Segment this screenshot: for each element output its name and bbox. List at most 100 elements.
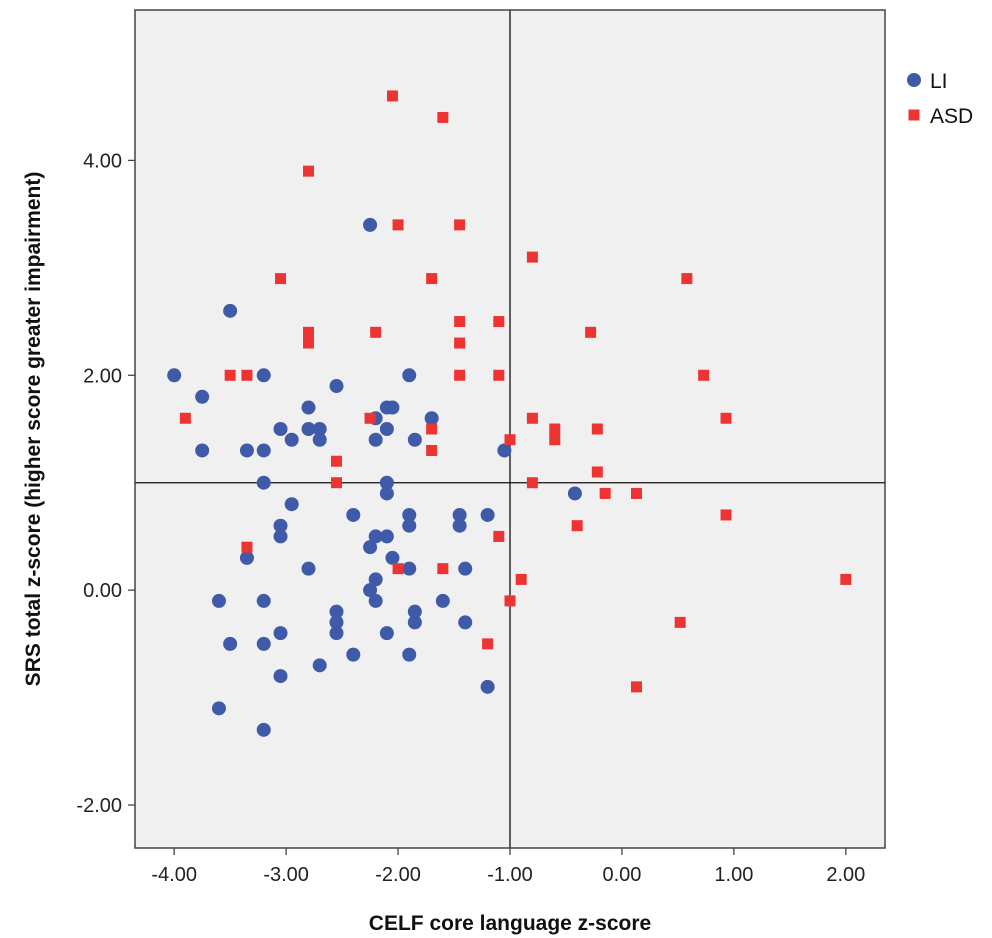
li-point xyxy=(480,507,495,522)
li-point xyxy=(195,443,210,458)
li-point xyxy=(167,368,182,383)
li-point xyxy=(223,303,238,318)
li-point xyxy=(273,518,288,533)
asd-point xyxy=(681,273,693,285)
li-point xyxy=(256,636,271,651)
li-point xyxy=(363,583,378,598)
li-point xyxy=(458,615,473,630)
asd-point xyxy=(437,111,449,123)
asd-point xyxy=(526,477,538,489)
li-point xyxy=(402,647,417,662)
asd-point xyxy=(504,595,516,607)
li-point xyxy=(284,497,299,512)
asd-point xyxy=(526,251,538,263)
li-point xyxy=(273,529,288,544)
asd-point xyxy=(437,563,449,575)
li-point xyxy=(301,400,316,415)
x-tick-label: -1.00 xyxy=(487,864,533,886)
li-point xyxy=(223,636,238,651)
asd-point xyxy=(720,412,732,424)
li-point xyxy=(368,593,383,608)
li-point xyxy=(301,561,316,576)
asd-point xyxy=(591,466,603,478)
asd-point xyxy=(571,520,583,532)
asd-point xyxy=(303,326,315,338)
li-point xyxy=(368,572,383,587)
li-point xyxy=(480,679,495,694)
li-point xyxy=(312,432,327,447)
y-tick-label: -2.00 xyxy=(76,795,122,817)
legend-li-label: LI xyxy=(930,70,948,93)
plot-frame xyxy=(134,9,886,849)
li-point xyxy=(329,615,344,630)
asd-point xyxy=(426,273,438,285)
li-point xyxy=(402,518,417,533)
y-tick-label: 0.00 xyxy=(83,580,122,602)
li-point xyxy=(363,540,378,555)
li-point xyxy=(239,550,254,565)
asd-point xyxy=(698,369,710,381)
asd-point xyxy=(599,487,611,499)
asd-point xyxy=(303,165,315,177)
x-tick-label: -2.00 xyxy=(375,864,421,886)
asd-point xyxy=(275,273,287,285)
asd-point xyxy=(241,369,253,381)
legend: LI ASD xyxy=(907,70,973,128)
li-point xyxy=(379,475,394,490)
li-point xyxy=(273,626,288,641)
li-point xyxy=(452,507,467,522)
asd-point xyxy=(386,90,398,102)
asd-point xyxy=(515,573,527,585)
asd-point xyxy=(493,369,505,381)
asd-point xyxy=(493,530,505,542)
asd-point xyxy=(224,369,236,381)
li-point xyxy=(284,432,299,447)
li-point xyxy=(379,529,394,544)
axis-ticks: -4.00 -3.00 -2.00 -1.00 0.00 1.00 2.00 -2.00 0.0… xyxy=(76,150,865,886)
li-point xyxy=(407,604,422,619)
asd-point xyxy=(364,412,376,424)
li-point xyxy=(312,422,327,436)
li-point xyxy=(301,422,316,436)
li-point xyxy=(211,701,226,716)
li-point xyxy=(458,561,473,576)
li-point xyxy=(402,368,417,383)
x-tick-label: -4.00 xyxy=(151,864,197,886)
x-tick-label: 2.00 xyxy=(826,864,865,886)
asd-point xyxy=(303,337,315,349)
li-point xyxy=(435,593,450,608)
asd-point xyxy=(549,423,561,435)
li-point xyxy=(379,422,394,436)
asd-point xyxy=(504,434,516,446)
legend-asd-marker xyxy=(908,109,920,121)
asd-point xyxy=(630,681,642,693)
li-point xyxy=(363,217,378,232)
li-point xyxy=(312,658,327,673)
li-point xyxy=(273,422,288,436)
asd-point xyxy=(591,423,603,435)
asd-point xyxy=(179,412,191,424)
asd-point xyxy=(241,541,253,553)
li-point xyxy=(368,432,383,447)
li-point xyxy=(256,368,271,383)
asd-point xyxy=(674,616,686,628)
li-point xyxy=(346,647,361,662)
x-tick-label: 1.00 xyxy=(714,864,753,886)
li-point xyxy=(368,529,383,544)
asd-point xyxy=(330,455,342,467)
legend-asd-label: ASD xyxy=(930,105,973,128)
li-point xyxy=(195,389,210,404)
li-point xyxy=(239,443,254,458)
asd-point xyxy=(454,369,466,381)
li-point xyxy=(379,626,394,641)
li-point xyxy=(329,379,344,394)
asd-point xyxy=(585,326,597,338)
li-point xyxy=(346,507,361,522)
asd-point xyxy=(426,444,438,456)
asd-point xyxy=(392,219,404,231)
y-axis-title: SRS total z-score (higher score greater … xyxy=(22,172,45,687)
asd-point xyxy=(526,412,538,424)
asd-point xyxy=(426,423,438,435)
li-point xyxy=(407,432,422,447)
